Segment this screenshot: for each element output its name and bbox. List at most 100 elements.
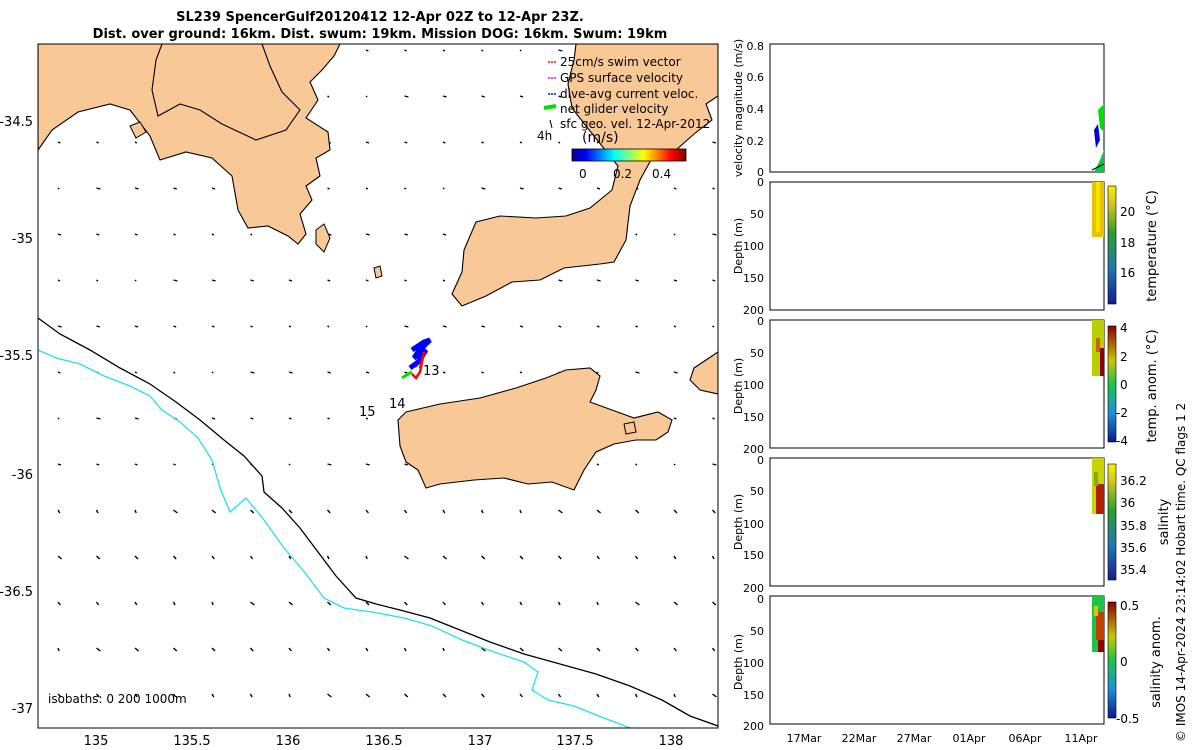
salinity-anomaly-panel: 0 50 100 150 200 Depth (m) 0.5 0 -0.5 sa… (732, 593, 1164, 745)
velocity-arrow (712, 187, 715, 190)
velocity-arrow (211, 371, 214, 374)
velocity-arrow (95, 601, 100, 606)
velocity-arrow (442, 141, 446, 144)
velocity-arrow (327, 279, 331, 282)
velocity-arrow (173, 463, 176, 466)
velocity-arrow (673, 509, 678, 514)
velocity-arrow (365, 325, 368, 328)
velocity-arrow (134, 279, 137, 282)
velocity-arrow (404, 693, 409, 698)
velocity-arrow (712, 325, 715, 328)
y-tick-label: 200 (743, 720, 764, 733)
x-tick-label: 135 (84, 734, 109, 749)
velocity-arrow (596, 463, 600, 466)
velocity-arrow (326, 509, 331, 514)
velocity-arrow (442, 95, 447, 98)
velocity-arrow (172, 693, 177, 698)
colorbar-tick: 4 (1120, 321, 1128, 335)
velocity-arrow (557, 693, 562, 698)
velocity-arrow (481, 647, 486, 652)
velocity-arrow (211, 647, 216, 652)
velocity-arrow (596, 371, 599, 374)
x-tick-label: 06Apr (1008, 732, 1042, 745)
velocity-arrow (712, 233, 717, 236)
velocity-arrow (250, 371, 255, 374)
velocity-arrow (288, 693, 291, 698)
x-tick-label: 135.5 (173, 734, 210, 749)
velocity-arrow (326, 555, 330, 560)
y-tick-label: 0.2 (747, 135, 765, 148)
velocity-arrow (673, 555, 677, 560)
velocity-arrow (57, 647, 60, 652)
velocity-arrow (57, 509, 61, 514)
velocity-arrow (288, 463, 291, 466)
legend-label: 25cm/s swim vector (560, 55, 681, 69)
y-tick-label: 200 (743, 443, 764, 456)
velocity-arrow (327, 693, 332, 698)
velocity-arrow (635, 279, 640, 282)
velocity-arrow (558, 509, 563, 514)
y-tick-label: -34.5 (0, 115, 33, 130)
velocity-arrow (596, 647, 601, 652)
velocity-arrow (519, 693, 523, 698)
velocity-arrow (480, 601, 485, 606)
velocity-arrow (519, 601, 523, 606)
y-tick-label: 200 (743, 582, 764, 595)
velocity-arrow (673, 187, 677, 190)
land-kangaroo-island (397, 367, 673, 491)
colorbar-label: temp. anom. (°C) (1145, 329, 1160, 442)
y-axis-label: Depth (m) (732, 634, 745, 690)
velocity-arrow (635, 325, 638, 328)
y-tick-label: 150 (743, 549, 764, 562)
velocity-arrow (95, 693, 100, 698)
velocity-arrow (211, 693, 215, 698)
velocity-arrow (288, 417, 292, 420)
velocity-arrow (211, 509, 217, 514)
colorbar-tick: 35.4 (1120, 563, 1147, 577)
velocity-arrow (404, 187, 407, 190)
land-fleurieu-tip (689, 351, 718, 395)
velocity-arrow (481, 555, 486, 560)
velocity-arrow (327, 601, 332, 606)
velocity-arrow (596, 555, 600, 560)
velocity-arrow (519, 187, 524, 190)
velocity-arrow (211, 233, 215, 236)
velocity-arrow (211, 417, 216, 420)
colorbar-tick: 18 (1120, 236, 1135, 250)
y-tick-label: 150 (743, 411, 764, 424)
velocity-arrow (327, 463, 332, 466)
colorbar-label: salinity (1157, 498, 1172, 545)
colorbar-tick: 2 (1120, 350, 1128, 364)
velocity-arrow (480, 509, 484, 514)
velocity-arrow (173, 509, 178, 514)
velocity-arrow (327, 371, 332, 374)
velocity-arrow (96, 233, 100, 236)
velocity-arrow (134, 371, 138, 374)
x-tick-label: 01Apr (952, 732, 986, 745)
velocity-arrow (365, 279, 369, 282)
velocity-arrow (173, 647, 178, 652)
velocity-arrow (596, 141, 599, 144)
velocity-arrow (711, 647, 716, 652)
y-tick-label: 0 (757, 166, 764, 179)
y-tick-label: -35.5 (0, 349, 33, 364)
velocity-arrow (173, 279, 178, 282)
legend-label: sfc geo. vel. 12-Apr-2012 (560, 117, 710, 131)
velocity-arrow (327, 325, 330, 328)
map-y-axis: -34.5 -35 -35.5 -36 -36.5 -37 (0, 115, 33, 717)
velocity-arrow (57, 187, 60, 190)
velocity-arrow (134, 647, 140, 652)
velocity-arrow (558, 95, 562, 98)
velocity-arrow (711, 509, 716, 514)
velocity-arrow (712, 693, 717, 698)
y-tick-label: 0.6 (747, 71, 765, 84)
velocity-arrow (96, 141, 99, 144)
velocity-arrow (96, 555, 101, 560)
velocity-arrow (288, 647, 292, 652)
velocity-arrow (442, 187, 445, 190)
velocity-arrow (250, 601, 255, 606)
velocity-arrow (327, 417, 330, 420)
velocity-arrow (596, 693, 600, 698)
velocity-arrow (442, 555, 448, 560)
velocity-arrow (326, 647, 331, 652)
